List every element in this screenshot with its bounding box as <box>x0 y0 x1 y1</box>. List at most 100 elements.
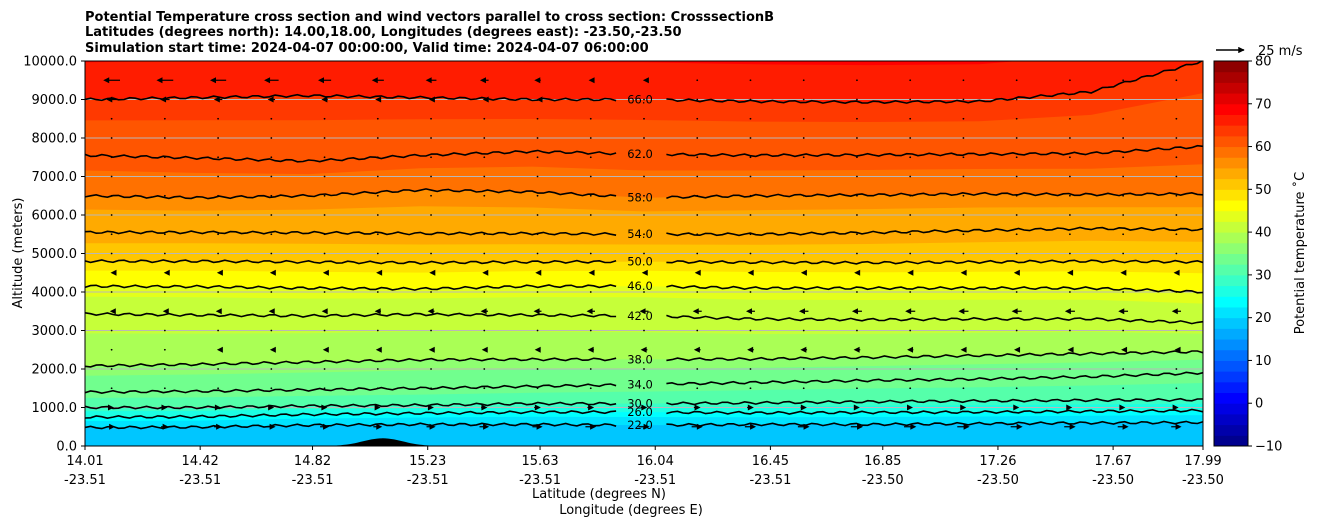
contour-line <box>85 230 617 236</box>
wind-vector <box>1122 137 1125 139</box>
wind-vector <box>1015 98 1018 101</box>
wind-vector <box>1175 117 1178 120</box>
wind-vector <box>270 233 273 236</box>
wind-vector <box>909 214 912 216</box>
wind-vector <box>217 291 219 293</box>
wind-vector <box>589 291 592 293</box>
wind-vector-head <box>960 269 967 276</box>
wind-vector-head <box>750 423 757 430</box>
wind-vector <box>270 214 273 216</box>
wind-vector <box>430 214 432 216</box>
wind-vector <box>217 252 219 255</box>
wind-vector <box>1015 175 1018 178</box>
wind-vector-head <box>160 96 167 103</box>
wind-vector <box>589 368 592 370</box>
wind-vector <box>909 368 912 370</box>
colorbar-swatch <box>1214 264 1248 276</box>
x-tick-label-lon: -23.51 <box>179 473 221 488</box>
wind-vector <box>696 214 699 216</box>
x-tick-label-lon: -23.51 <box>292 473 334 488</box>
contour-line <box>666 259 1203 265</box>
wind-vector-head <box>696 423 703 430</box>
contour-line <box>666 191 1203 199</box>
wind-vector-head <box>639 308 646 315</box>
wind-vector <box>1069 175 1071 178</box>
wind-vector <box>1122 233 1125 236</box>
colorbar-swatch <box>1214 371 1248 383</box>
wind-vector <box>1122 194 1125 197</box>
wind-vector-head <box>692 308 699 315</box>
wind-vector <box>1122 98 1125 101</box>
wind-vector <box>856 233 858 236</box>
wind-vector <box>749 98 752 101</box>
wind-vector <box>430 175 432 178</box>
contour-line <box>85 422 617 430</box>
colorbar-swatch <box>1214 317 1248 329</box>
wind-vector <box>1069 137 1071 139</box>
wind-vector-head <box>1119 404 1126 411</box>
wind-vector <box>217 387 219 390</box>
wind-vector-head <box>269 423 276 430</box>
wind-vector <box>1122 156 1125 159</box>
colorbar-tick-label: 10 <box>1255 354 1272 369</box>
wind-vector <box>1069 387 1071 390</box>
wind-vector <box>163 156 166 159</box>
wind-vector <box>163 329 166 332</box>
wind-vector <box>536 233 539 236</box>
colorbar-swatch <box>1214 82 1248 94</box>
wind-vector <box>856 214 858 216</box>
wind-vector <box>536 214 539 216</box>
wind-vector <box>589 233 592 236</box>
colorbar-swatch <box>1214 125 1248 137</box>
wind-vector <box>430 368 432 370</box>
wind-vector <box>962 329 965 332</box>
wind-vector <box>110 175 113 178</box>
wind-vector <box>802 117 805 120</box>
x-tick-label-lat: 14.01 <box>66 454 103 469</box>
terrain-shape <box>326 438 439 446</box>
x-tick-label-lon: -23.51 <box>519 473 561 488</box>
wind-vector <box>110 368 113 370</box>
wind-vector <box>1015 117 1018 120</box>
wind-vector <box>962 387 965 390</box>
colorbar-swatch <box>1214 306 1248 319</box>
wind-vector <box>483 387 486 390</box>
wind-vector <box>643 214 645 216</box>
wind-vector <box>802 79 805 82</box>
wind-vector <box>1069 117 1071 120</box>
wind-vector <box>1122 175 1125 178</box>
wind-vector <box>1175 233 1178 236</box>
wind-vector <box>962 117 965 120</box>
wind-vector <box>962 252 965 255</box>
wind-vector <box>1175 291 1178 293</box>
wind-vector <box>749 137 752 139</box>
wind-vector-head <box>907 269 914 276</box>
wind-vector-head <box>694 269 701 276</box>
fill-band <box>85 61 1018 66</box>
wind-vector <box>749 156 752 159</box>
wind-vector <box>1175 194 1178 197</box>
wind-vector-head <box>803 423 810 430</box>
wind-vector-head <box>482 96 489 103</box>
wind-vector <box>483 117 486 120</box>
wind-vector <box>749 387 752 390</box>
y-tick-label: 4000.0 <box>32 286 78 301</box>
y-tick-label: 9000.0 <box>32 93 78 108</box>
wind-vector-head <box>1016 423 1023 430</box>
wind-vector <box>909 233 912 236</box>
wind-vector <box>856 194 858 197</box>
wind-vector <box>1122 79 1125 82</box>
wind-vector <box>110 194 113 197</box>
contour-line <box>85 259 617 265</box>
wind-vector-head <box>588 269 595 276</box>
wind-vector <box>696 137 699 139</box>
wind-vector <box>962 214 965 216</box>
wind-vector <box>696 291 699 293</box>
colorbar-swatch <box>1214 232 1248 244</box>
wind-vector <box>376 214 379 216</box>
x-tick-label-lat: 16.45 <box>752 454 789 469</box>
x-axis-title-longitude: Longitude (degrees E) <box>559 503 703 518</box>
y-tick-label: 1000.0 <box>32 401 78 416</box>
colorbar-swatch <box>1214 71 1248 83</box>
wind-vector <box>643 117 645 120</box>
